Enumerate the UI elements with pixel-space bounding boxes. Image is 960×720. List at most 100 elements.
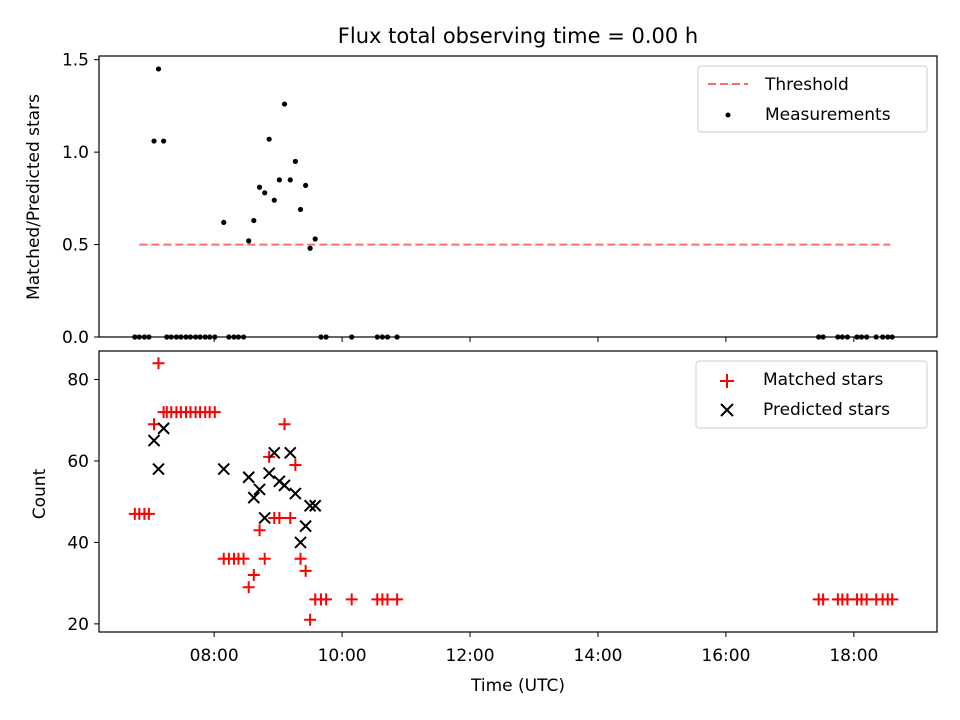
matched-legend-swatch [720, 374, 734, 388]
measurements-legend-swatch [725, 112, 731, 118]
predicted-point [262, 466, 276, 480]
measurement-points [132, 66, 895, 340]
measurement-point [854, 334, 860, 340]
top-xticks [213, 337, 855, 342]
predicted-point [268, 446, 281, 460]
bottom-plot-frame [98, 350, 938, 633]
measurement-point [164, 334, 170, 340]
predicted-point [242, 471, 255, 484]
measurement-point [212, 334, 218, 340]
bottom-xtick-label: 16:00 [701, 646, 750, 666]
top-ytick-label: 0.0 [62, 328, 89, 348]
matched-point [284, 511, 297, 524]
bottom-yticks: 20 40 60 80 [67, 371, 99, 635]
measurement-point [394, 334, 400, 340]
measurement-point [168, 334, 174, 340]
measurement-point [266, 136, 272, 142]
measurement-point [202, 334, 208, 340]
bottom-xtick-label: 10:00 [318, 646, 367, 666]
matched-point [208, 406, 221, 419]
measurement-point [307, 245, 313, 251]
measurement-point [379, 334, 385, 340]
predicted-point [157, 422, 170, 435]
measurement-point [207, 334, 213, 340]
measurement-point [864, 334, 870, 340]
predicted-point [278, 479, 291, 492]
measurement-point [192, 334, 199, 340]
matched-point [278, 418, 291, 431]
measurement-point [251, 217, 257, 224]
top-yticks: 0.0 0.5 1.0 1.5 [62, 51, 99, 348]
predicted-legend-swatch [720, 403, 734, 417]
bottom-panel: Count Time (UTC) 20 40 60 80 08:00 10:00 12:0… [30, 350, 938, 696]
chart-title: Flux total observing time = 0.00 h [338, 24, 698, 48]
measurement-point [256, 184, 263, 190]
measurement-point [141, 334, 148, 340]
predicted-point [294, 536, 307, 549]
measurement-point [312, 236, 318, 242]
matched-point [289, 459, 302, 472]
bottom-ylabel: Count [30, 468, 50, 519]
measurement-point [161, 138, 167, 144]
predicted-point [217, 462, 230, 476]
matched-point [817, 593, 830, 606]
top-panel: Matched/Predicted stars 0.0 0.5 1.0 1.5 Thr… [24, 51, 938, 348]
measurement-point [197, 334, 203, 340]
top-ytick-label: 0.5 [62, 236, 89, 256]
top-ylabel: Matched/Predicted stars [24, 94, 44, 300]
measurement-point [173, 334, 180, 340]
measurement-point [816, 334, 822, 340]
predicted-point [303, 499, 317, 512]
measurement-point [240, 334, 247, 340]
matched-points [128, 357, 899, 626]
matched-legend-label: Matched stars [763, 370, 883, 390]
measurement-point [384, 334, 391, 340]
top-legend-box [697, 65, 928, 133]
matched-point [247, 568, 260, 581]
top-ytick-label: 1.0 [62, 143, 89, 163]
measurement-point [221, 219, 227, 225]
measurement-point [889, 334, 895, 340]
predicted-point [289, 487, 302, 500]
bottom-xtick-label: 14:00 [573, 646, 622, 666]
bottom-xlabel: Time (UTC) [470, 676, 565, 696]
measurement-point [178, 334, 184, 340]
bottom-xtick-label: 18:00 [829, 646, 878, 666]
measurement-point [318, 334, 324, 340]
measurement-point [155, 66, 162, 72]
matched-point [242, 581, 255, 594]
predicted-point [299, 519, 312, 533]
measurement-point [858, 334, 865, 340]
measurement-point [262, 190, 268, 196]
measurement-point [820, 334, 826, 340]
predicted-point [253, 483, 266, 496]
measurement-point [246, 238, 252, 244]
matched-point [152, 357, 165, 370]
measurement-point [880, 334, 886, 340]
measurement-point [136, 334, 142, 340]
bottom-ytick-label: 20 [67, 615, 89, 635]
measurement-point [287, 177, 293, 183]
measurement-point [349, 334, 355, 340]
bottom-legend: Matched stars Predicted stars [695, 360, 928, 429]
measurement-point [292, 158, 298, 164]
measurement-point [281, 101, 288, 107]
predicted-point [247, 491, 261, 504]
matched-point [253, 524, 266, 537]
measurement-point [839, 334, 845, 340]
top-plot-frame [98, 55, 938, 338]
measurement-point [885, 334, 891, 340]
measurement-point [187, 334, 194, 340]
measurement-point [235, 334, 242, 340]
predicted-point [152, 462, 165, 476]
measurement-point [146, 334, 152, 340]
matched-point [294, 552, 307, 565]
measurement-point [226, 334, 232, 340]
predicted-point [284, 446, 297, 460]
bottom-ytick-label: 60 [67, 452, 89, 472]
matched-point [258, 552, 271, 565]
measurement-point [303, 182, 309, 189]
measurement-point [183, 334, 189, 340]
matched-point [148, 418, 161, 431]
